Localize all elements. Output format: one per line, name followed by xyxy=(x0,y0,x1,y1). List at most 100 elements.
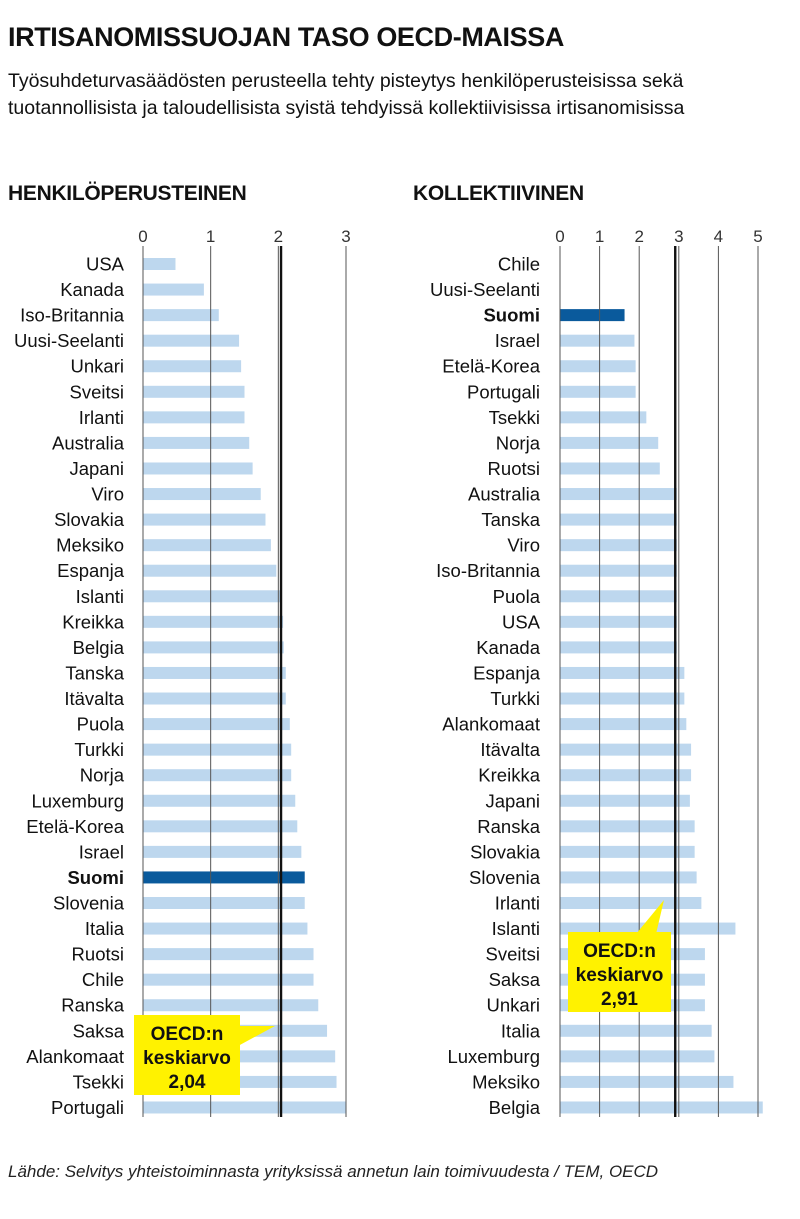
mean-callout-label: keskiarvo xyxy=(576,965,664,986)
bar-ranska xyxy=(560,820,695,833)
mean-callout-label: 2,04 xyxy=(169,1072,206,1093)
category-label: Irlanti xyxy=(495,893,540,914)
category-label: Chile xyxy=(498,254,540,275)
tick-label: 4 xyxy=(714,227,723,246)
category-label: Slovakia xyxy=(470,841,541,862)
category-label: Chile xyxy=(82,969,124,990)
bar-iso-britannia xyxy=(560,564,677,577)
bar-australia xyxy=(560,488,677,501)
bar-usa xyxy=(143,258,176,270)
bar-turkki xyxy=(143,743,292,756)
tick-label: 3 xyxy=(674,227,683,246)
bar-turkki xyxy=(560,692,685,705)
category-label: Viro xyxy=(507,535,540,556)
category-label: Iso-Britannia xyxy=(436,560,541,581)
bar-slovenia xyxy=(560,871,697,884)
category-label: Belgia xyxy=(489,1097,541,1118)
tick-label: 3 xyxy=(341,227,350,246)
category-label: Uusi-Seelanti xyxy=(430,279,540,300)
category-label: Itävalta xyxy=(480,739,540,760)
category-label: Unkari xyxy=(487,995,540,1016)
category-label: Portugali xyxy=(51,1097,124,1118)
chart-subtitle: Työsuhdeturvasäädösten perusteella tehty… xyxy=(8,70,685,119)
bar-irlanti xyxy=(143,411,245,424)
bar-japani xyxy=(143,462,253,475)
category-label: Islanti xyxy=(76,586,124,607)
category-label: Norja xyxy=(80,765,125,786)
mean-callout-label: keskiarvo xyxy=(143,1048,231,1069)
bar-itävalta xyxy=(560,743,692,756)
bar-japani xyxy=(560,794,690,807)
mean-callout xyxy=(568,900,671,1012)
category-label: Irlanti xyxy=(79,407,124,428)
category-label: Slovakia xyxy=(54,509,125,530)
category-label: Kanada xyxy=(476,637,540,658)
category-label: Meksiko xyxy=(56,535,124,556)
bar-australia xyxy=(143,436,250,449)
category-label: Alankomaat xyxy=(442,714,540,735)
chart-title: IRTISANOMISSUOJAN TASO OECD-MAISSA xyxy=(8,22,564,52)
bar-puola xyxy=(143,718,290,731)
bar-kreikka xyxy=(560,769,692,782)
source-note: Lähde: Selvitys yhteistoiminnasta yrityk… xyxy=(8,1162,659,1181)
bar-slovakia xyxy=(560,845,695,858)
bar-slovakia xyxy=(143,513,266,526)
category-label: Tanska xyxy=(65,662,124,683)
bar-viro xyxy=(143,488,261,501)
bar-alankomaat xyxy=(560,718,687,731)
category-label: Espanja xyxy=(57,560,125,581)
bar-chile xyxy=(143,973,314,986)
category-label: Ruotsi xyxy=(72,944,124,965)
category-label: Unkari xyxy=(71,356,124,377)
tick-label: 5 xyxy=(753,227,762,246)
bar-etelä-korea xyxy=(143,820,298,833)
category-label: Kreikka xyxy=(478,765,540,786)
category-label: Italia xyxy=(85,918,125,939)
category-label: Islanti xyxy=(492,918,540,939)
bar-belgia xyxy=(143,641,284,654)
bar-tsekki xyxy=(560,411,647,424)
bar-espanja xyxy=(560,666,685,679)
tick-label: 1 xyxy=(595,227,604,246)
bar-tanska xyxy=(560,513,677,526)
category-label: Japani xyxy=(69,458,124,479)
tick-label: 0 xyxy=(138,227,147,246)
bar-belgia xyxy=(560,1101,763,1114)
tick-label: 2 xyxy=(274,227,283,246)
category-label: Ranska xyxy=(61,995,124,1016)
category-label: Ranska xyxy=(477,816,540,837)
category-label: Kreikka xyxy=(62,611,124,632)
bar-norja xyxy=(143,769,292,782)
category-label: Italia xyxy=(501,1020,541,1041)
category-label: Australia xyxy=(468,484,541,505)
bar-suomi xyxy=(143,871,305,884)
bar-iso-britannia xyxy=(143,309,219,322)
category-label: Iso-Britannia xyxy=(20,305,125,326)
bar-viro xyxy=(560,539,677,552)
category-label: Sveitsi xyxy=(70,381,125,402)
category-label: Tanska xyxy=(481,509,540,530)
category-label: Australia xyxy=(52,432,125,453)
bar-ruotsi xyxy=(143,948,314,961)
bar-espanja xyxy=(143,564,277,577)
bar-slovenia xyxy=(143,897,305,909)
category-label: Tsekki xyxy=(489,407,540,428)
bar-ruotsi xyxy=(560,462,660,475)
bar-italia xyxy=(560,1024,712,1037)
category-label: Espanja xyxy=(473,662,541,683)
bar-islanti xyxy=(143,590,282,603)
category-label: Sveitsi xyxy=(486,944,541,965)
bar-norja xyxy=(560,436,659,449)
panel-title-collective: KOLLEKTIIVINEN xyxy=(413,182,584,205)
bar-kanada xyxy=(560,641,677,654)
bar-puola xyxy=(560,590,677,603)
category-label: Kanada xyxy=(60,279,124,300)
bar-usa xyxy=(560,615,677,628)
bar-sveitsi xyxy=(143,385,245,398)
bar-uusi-seelanti xyxy=(143,334,240,347)
category-label: Portugali xyxy=(467,381,540,402)
bar-portugali xyxy=(143,1101,346,1114)
category-label: Slovenia xyxy=(469,867,541,888)
